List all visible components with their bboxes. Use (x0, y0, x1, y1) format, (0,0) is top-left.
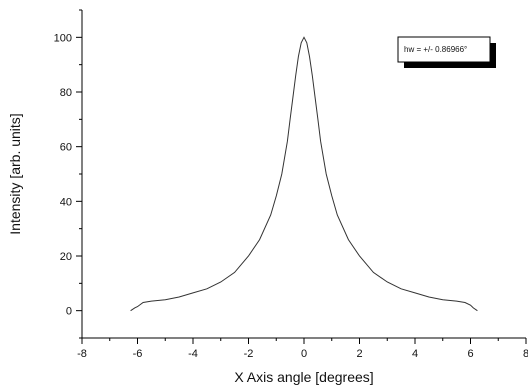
x-tick-label: 6 (467, 348, 473, 360)
y-axis-ticks: 0 20 40 60 80 100 (54, 9, 82, 339)
plot-area (130, 36, 478, 312)
x-tick-label: -6 (133, 348, 143, 360)
annotation-text: hw = +/- 0.86966° (404, 45, 467, 54)
x-tick-label: -2 (244, 348, 254, 360)
x-tick-label: -4 (188, 348, 198, 360)
y-tick-label: 60 (60, 142, 72, 154)
x-axis-ticks: -8 -6 -4 -2 0 2 4 6 8 (77, 338, 528, 360)
y-tick-label: 100 (54, 32, 72, 44)
x-axis-title: X Axis angle [degrees] (234, 369, 373, 385)
y-tick-label: 40 (60, 196, 72, 208)
series-line (130, 36, 478, 312)
y-tick-label: 0 (66, 306, 72, 318)
y-tick-label: 80 (60, 87, 72, 99)
x-tick-label: 8 (523, 348, 528, 360)
annotation-box-frame (397, 36, 491, 63)
x-tick-label: -8 (77, 348, 87, 360)
y-axis-title: Intensity [arb. units] (7, 113, 23, 234)
y-tick-label: 20 (60, 251, 72, 263)
x-tick-label: 4 (412, 348, 418, 360)
x-tick-label: 0 (301, 348, 307, 360)
x-tick-label: 2 (356, 348, 362, 360)
annotation-box: hw = +/- 0.86966° (397, 36, 496, 68)
